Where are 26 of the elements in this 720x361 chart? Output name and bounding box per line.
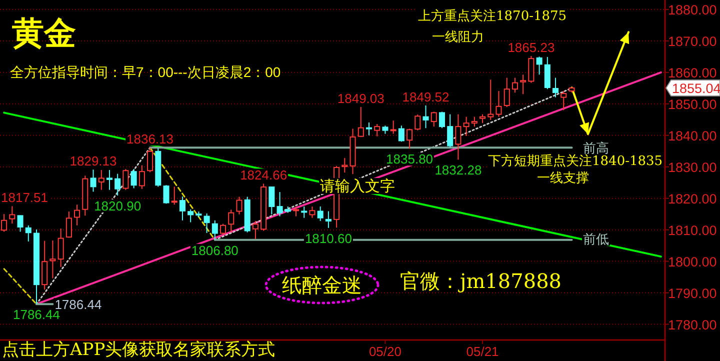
annotation: 1849.03	[336, 90, 386, 106]
annotation: 1836.13	[126, 132, 175, 147]
annotation: 上方重点关注1870-1875	[417, 9, 568, 24]
annotation: 1820.90	[93, 198, 142, 214]
annotation: 1849.52	[401, 89, 450, 104]
annotation: 1832.28	[434, 162, 483, 178]
annotation: 一线阻力	[431, 30, 485, 45]
annotation: 前高	[582, 140, 610, 156]
title: 黄金	[12, 14, 76, 52]
annotation: 1806.80	[190, 242, 240, 258]
annotation: 请输入文字	[319, 177, 396, 195]
annotation: 1786.44	[54, 296, 103, 312]
annotation: 1824.66	[239, 168, 288, 183]
annotation: 1865.23	[506, 40, 556, 55]
subtitle: 全方位指导时间：早7：00---次日凌晨2：00	[10, 64, 281, 80]
annotation: 点击上方APP头像获取名家联系方式	[1, 340, 276, 360]
annotation: 1817.51	[0, 190, 49, 206]
annotation: 1855.04	[665, 80, 720, 97]
annotation: 官微：jm187888	[399, 269, 563, 293]
annotation: 1835.80	[385, 152, 434, 167]
annotation: 纸醉金迷	[281, 273, 363, 297]
annotation: 前低	[582, 232, 610, 247]
annotation: 1829.13	[68, 154, 118, 169]
annotation: 一线支撑	[536, 171, 590, 186]
annotation: 下方短期重点关注1840-1835	[487, 154, 664, 169]
annotation: 1810.60	[304, 230, 353, 246]
